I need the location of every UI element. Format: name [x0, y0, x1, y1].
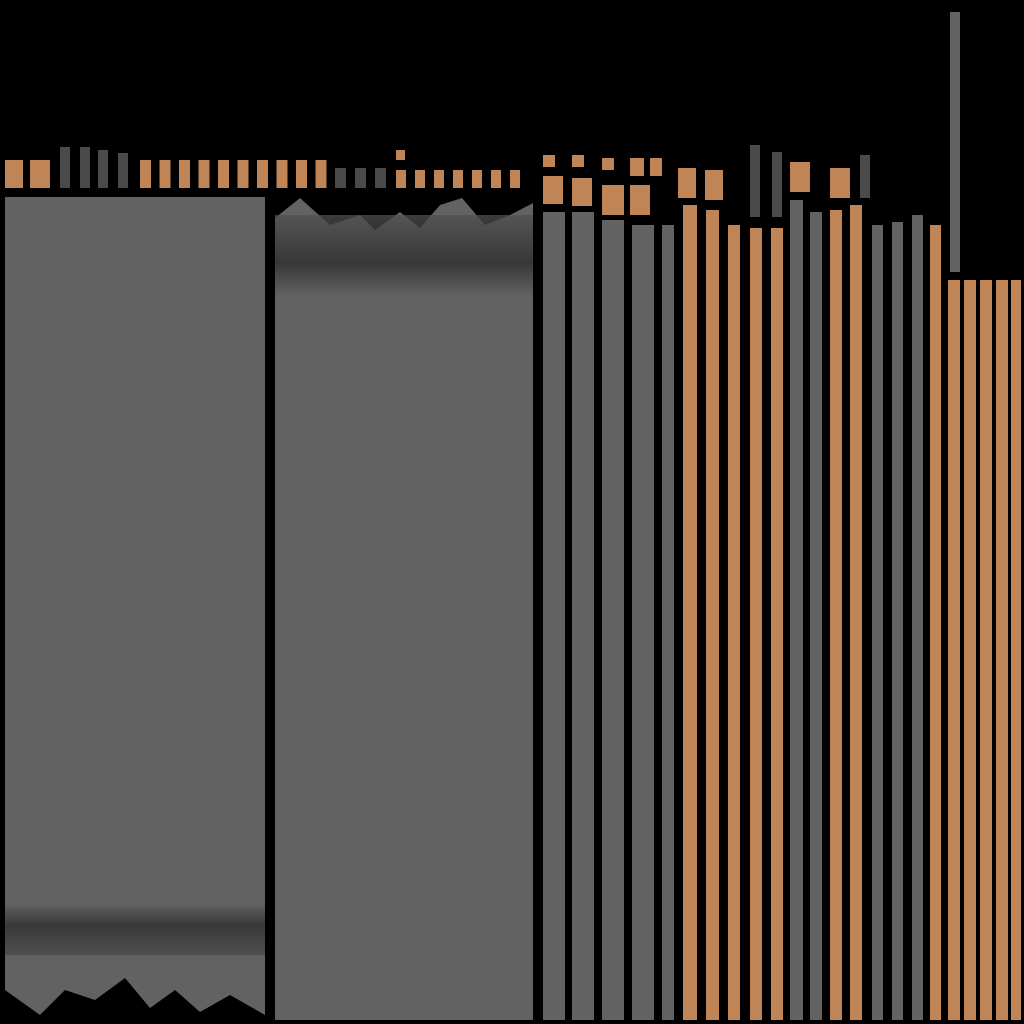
tile: [396, 170, 406, 188]
tile: [472, 170, 482, 188]
tile: [98, 150, 108, 188]
tile: [5, 160, 23, 188]
strip: [996, 280, 1008, 1020]
strip: [930, 225, 941, 1020]
tile: [705, 170, 723, 200]
tile: [572, 178, 592, 206]
strip: [771, 228, 783, 1020]
jagged-edge: [5, 978, 265, 1015]
tile: [630, 185, 650, 215]
strip: [706, 210, 719, 1020]
tile: [118, 153, 128, 188]
tile: [543, 176, 563, 204]
strip: [572, 212, 594, 1020]
grime: [275, 215, 533, 295]
tile: [543, 155, 555, 167]
tile: [218, 160, 229, 188]
tile: [434, 170, 444, 188]
tile: [453, 170, 463, 188]
tile: [510, 170, 520, 188]
strip: [850, 205, 862, 1020]
tile: [315, 160, 327, 188]
tile: [572, 155, 584, 167]
tile: [772, 152, 782, 217]
tile: [60, 147, 70, 188]
strip: [543, 212, 565, 1020]
strip: [790, 200, 803, 1020]
tile: [375, 168, 386, 188]
strip: [662, 225, 674, 1020]
tile: [860, 155, 870, 198]
strip: [728, 225, 740, 1020]
tile: [602, 185, 624, 215]
tile: [296, 160, 307, 188]
tile: [750, 145, 760, 217]
strip: [892, 222, 903, 1020]
tile: [276, 160, 288, 188]
tile: [678, 168, 696, 198]
panel: [5, 197, 265, 1015]
grime: [5, 905, 265, 955]
strip: [1011, 280, 1021, 1020]
tile: [415, 170, 425, 188]
strip: [810, 212, 822, 1020]
tile: [80, 147, 90, 188]
tile: [257, 160, 268, 188]
strip: [948, 280, 960, 1020]
tile: [30, 160, 50, 188]
strip: [750, 228, 762, 1020]
tile: [790, 162, 810, 192]
tile: [650, 158, 662, 176]
panel: [275, 198, 533, 1020]
strip: [683, 205, 697, 1020]
strip: [912, 215, 923, 1020]
tile: [355, 168, 366, 188]
tile: [140, 160, 151, 188]
tile: [630, 158, 644, 176]
tile: [198, 160, 210, 188]
tile: [179, 160, 190, 188]
strip: [830, 210, 842, 1020]
strip: [964, 280, 976, 1020]
strip: [602, 220, 624, 1020]
tile: [602, 158, 614, 170]
strip: [980, 280, 992, 1020]
tile: [159, 160, 171, 188]
strip: [872, 225, 883, 1020]
tile: [237, 160, 249, 188]
tile: [491, 170, 501, 188]
tile: [396, 150, 405, 160]
strip: [950, 12, 960, 272]
strip: [632, 225, 654, 1020]
tile: [335, 168, 346, 188]
tile: [830, 168, 850, 198]
